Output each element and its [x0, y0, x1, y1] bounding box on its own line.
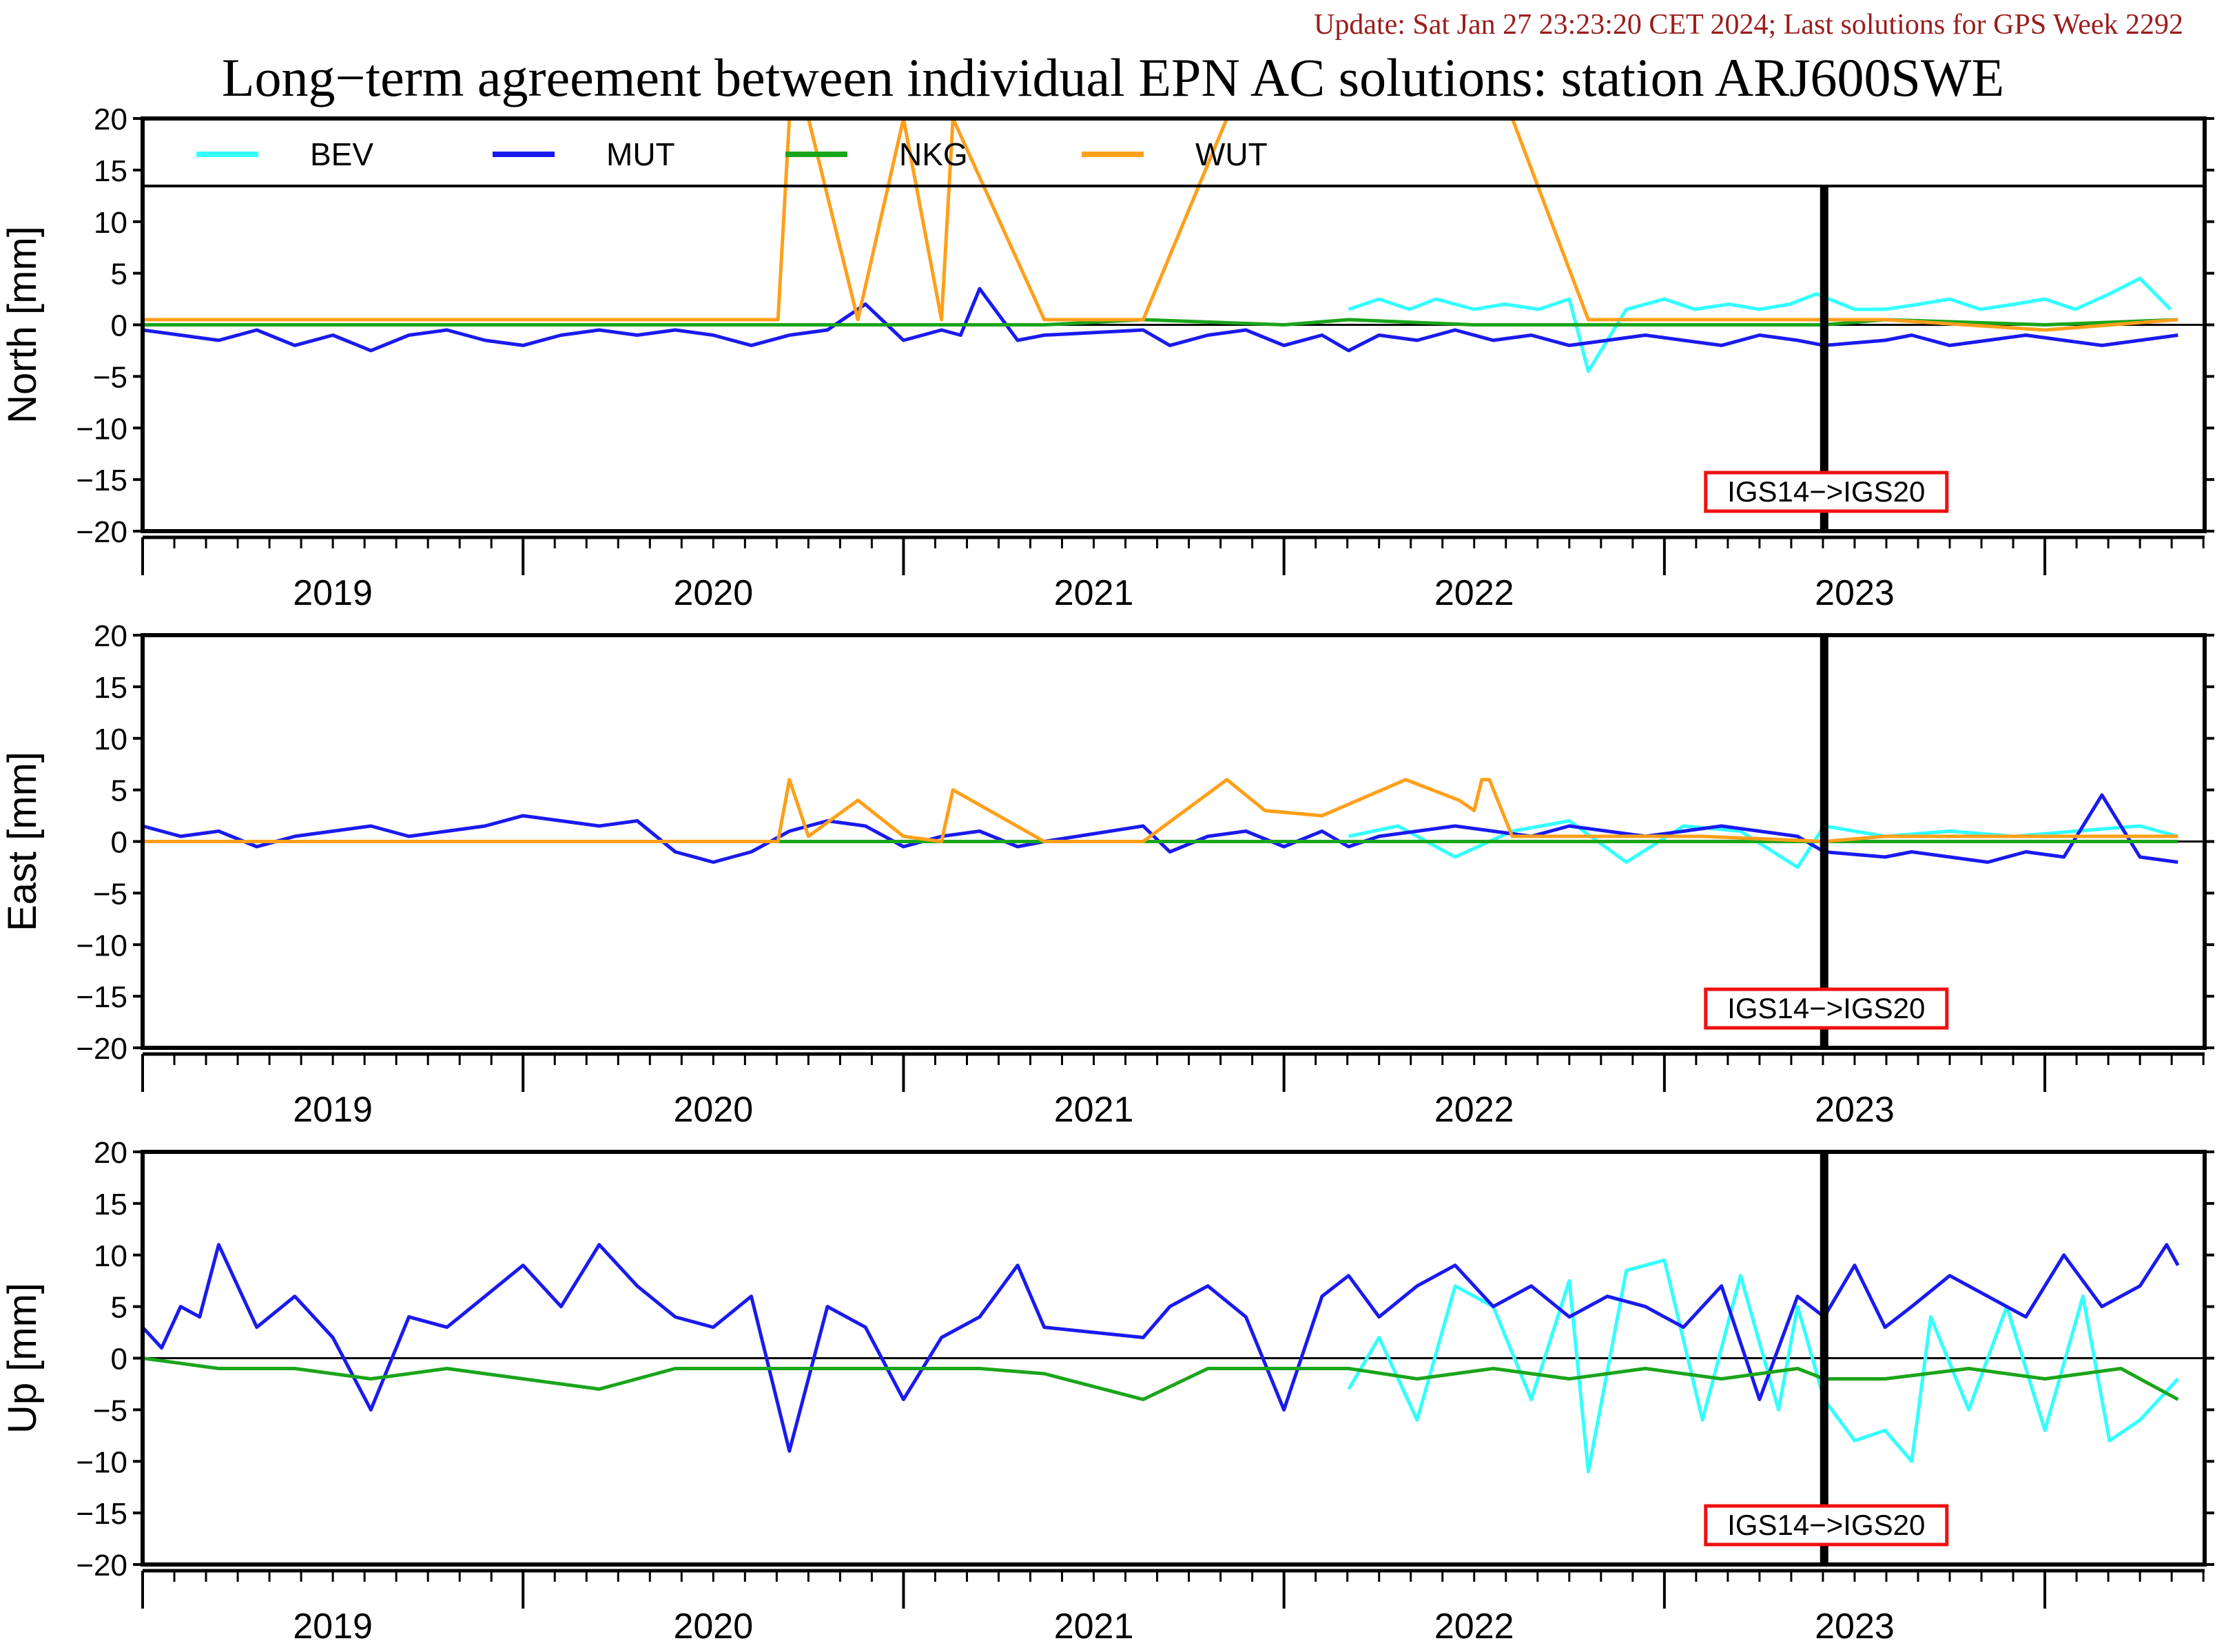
panel-1-ytick-label: −15 — [76, 464, 127, 497]
panel-1-year-label-2023: 2023 — [1815, 573, 1895, 613]
panel-1-year-label-2021: 2021 — [1054, 573, 1134, 613]
panel-1-frame-change-label: IGS14−>IGS20 — [1727, 475, 1925, 508]
panel-2-ytick-label: 10 — [94, 723, 127, 756]
panel-2-ylabel: East [mm] — [0, 752, 45, 931]
panel-1-ytick-label: 10 — [94, 206, 127, 240]
panel-3-year-label-2020: 2020 — [673, 1607, 753, 1646]
panel-2-frame-change-box — [1704, 987, 1949, 1030]
panel-1-series-wut — [143, 116, 2178, 332]
panel-3-series-mut — [141, 1243, 2180, 1453]
panel-1-ytick-label: −10 — [76, 412, 127, 446]
panel-3-frame-change-box — [1704, 1504, 1949, 1547]
panel-3-year-label-2019: 2019 — [293, 1607, 373, 1646]
panel-1-frame-change-box — [1704, 471, 1949, 513]
panel-2-year-label-2019: 2019 — [293, 1090, 373, 1130]
panel-2-ytick-label: 20 — [94, 619, 127, 653]
panel-3-ytick-label: −10 — [76, 1445, 127, 1479]
panel-2-frame-change-label: IGS14−>IGS20 — [1727, 992, 1925, 1024]
panel-2-year-label-2020: 2020 — [673, 1090, 753, 1130]
chart-title: Long−term agreement between individual E… — [221, 48, 2005, 107]
legend-label-mut: MUT — [606, 136, 675, 172]
panel-1-year-label-2019: 2019 — [293, 573, 373, 613]
panel-3-ytick-label: 5 — [111, 1291, 127, 1325]
panel-1-ytick-label: 0 — [111, 309, 127, 343]
panel-3-year-label-2023: 2023 — [1815, 1607, 1895, 1646]
panel-2-ytick-label: −15 — [76, 980, 127, 1014]
update-timestamp: Update: Sat Jan 27 23:23:20 CET 2024; La… — [1313, 9, 2183, 41]
panel-1-ytick-label: 5 — [111, 258, 127, 291]
panel-3-ytick-label: 15 — [94, 1188, 127, 1221]
panel-3-year-label-2021: 2021 — [1054, 1607, 1134, 1646]
panel-2-year-label-2023: 2023 — [1815, 1090, 1895, 1130]
panel-2-series-mut — [142, 793, 2178, 864]
panel-1-ytick-label: 15 — [94, 154, 127, 188]
panel-1-ylabel: North [mm] — [0, 226, 45, 424]
panel-3-series-nkg — [142, 1356, 2179, 1401]
panel-2-year-label-2022: 2022 — [1434, 1090, 1514, 1130]
panel-2-ytick-label: −5 — [93, 877, 127, 911]
panel-3-ytick-label: 20 — [94, 1136, 127, 1170]
panel-2-series-bev — [1348, 819, 2178, 869]
panel-2-ytick-label: 5 — [111, 774, 127, 808]
legend-label-bev: BEV — [310, 136, 373, 172]
panel-3-ytick-label: 10 — [94, 1239, 127, 1273]
panel-1-ytick-label: −20 — [76, 515, 127, 549]
panel-1-year-label-2022: 2022 — [1434, 573, 1514, 613]
panel-2-ytick-label: −10 — [76, 929, 127, 962]
panel-2-ytick-label: −20 — [76, 1032, 127, 1066]
panel-3-ytick-label: −20 — [76, 1549, 127, 1582]
panel-2-ytick-label: 0 — [111, 826, 127, 860]
panel-1-year-label-2020: 2020 — [673, 573, 753, 613]
panel-3-ytick-label: −15 — [76, 1497, 127, 1531]
panel-1-ytick-label: 20 — [94, 103, 127, 136]
panel-2-year-label-2021: 2021 — [1054, 1090, 1134, 1130]
panel-3-ytick-label: −5 — [93, 1394, 127, 1427]
panel-1-series-bev — [1348, 276, 2172, 373]
panel-3-ylabel: Up [mm] — [0, 1283, 45, 1434]
panel-3-year-label-2022: 2022 — [1434, 1607, 1514, 1646]
panel-3-series-bev — [1347, 1258, 2180, 1474]
legend-label-nkg: NKG — [899, 136, 968, 172]
panel-3-frame-change-label: IGS14−>IGS20 — [1727, 1509, 1925, 1541]
legend-label-wut: WUT — [1195, 136, 1268, 172]
panel-3-ytick-label: 0 — [111, 1343, 127, 1376]
panel-2-ytick-label: 15 — [94, 671, 127, 705]
panel-1-ytick-label: −5 — [93, 360, 127, 394]
panel-2-series-wut — [143, 778, 2178, 843]
